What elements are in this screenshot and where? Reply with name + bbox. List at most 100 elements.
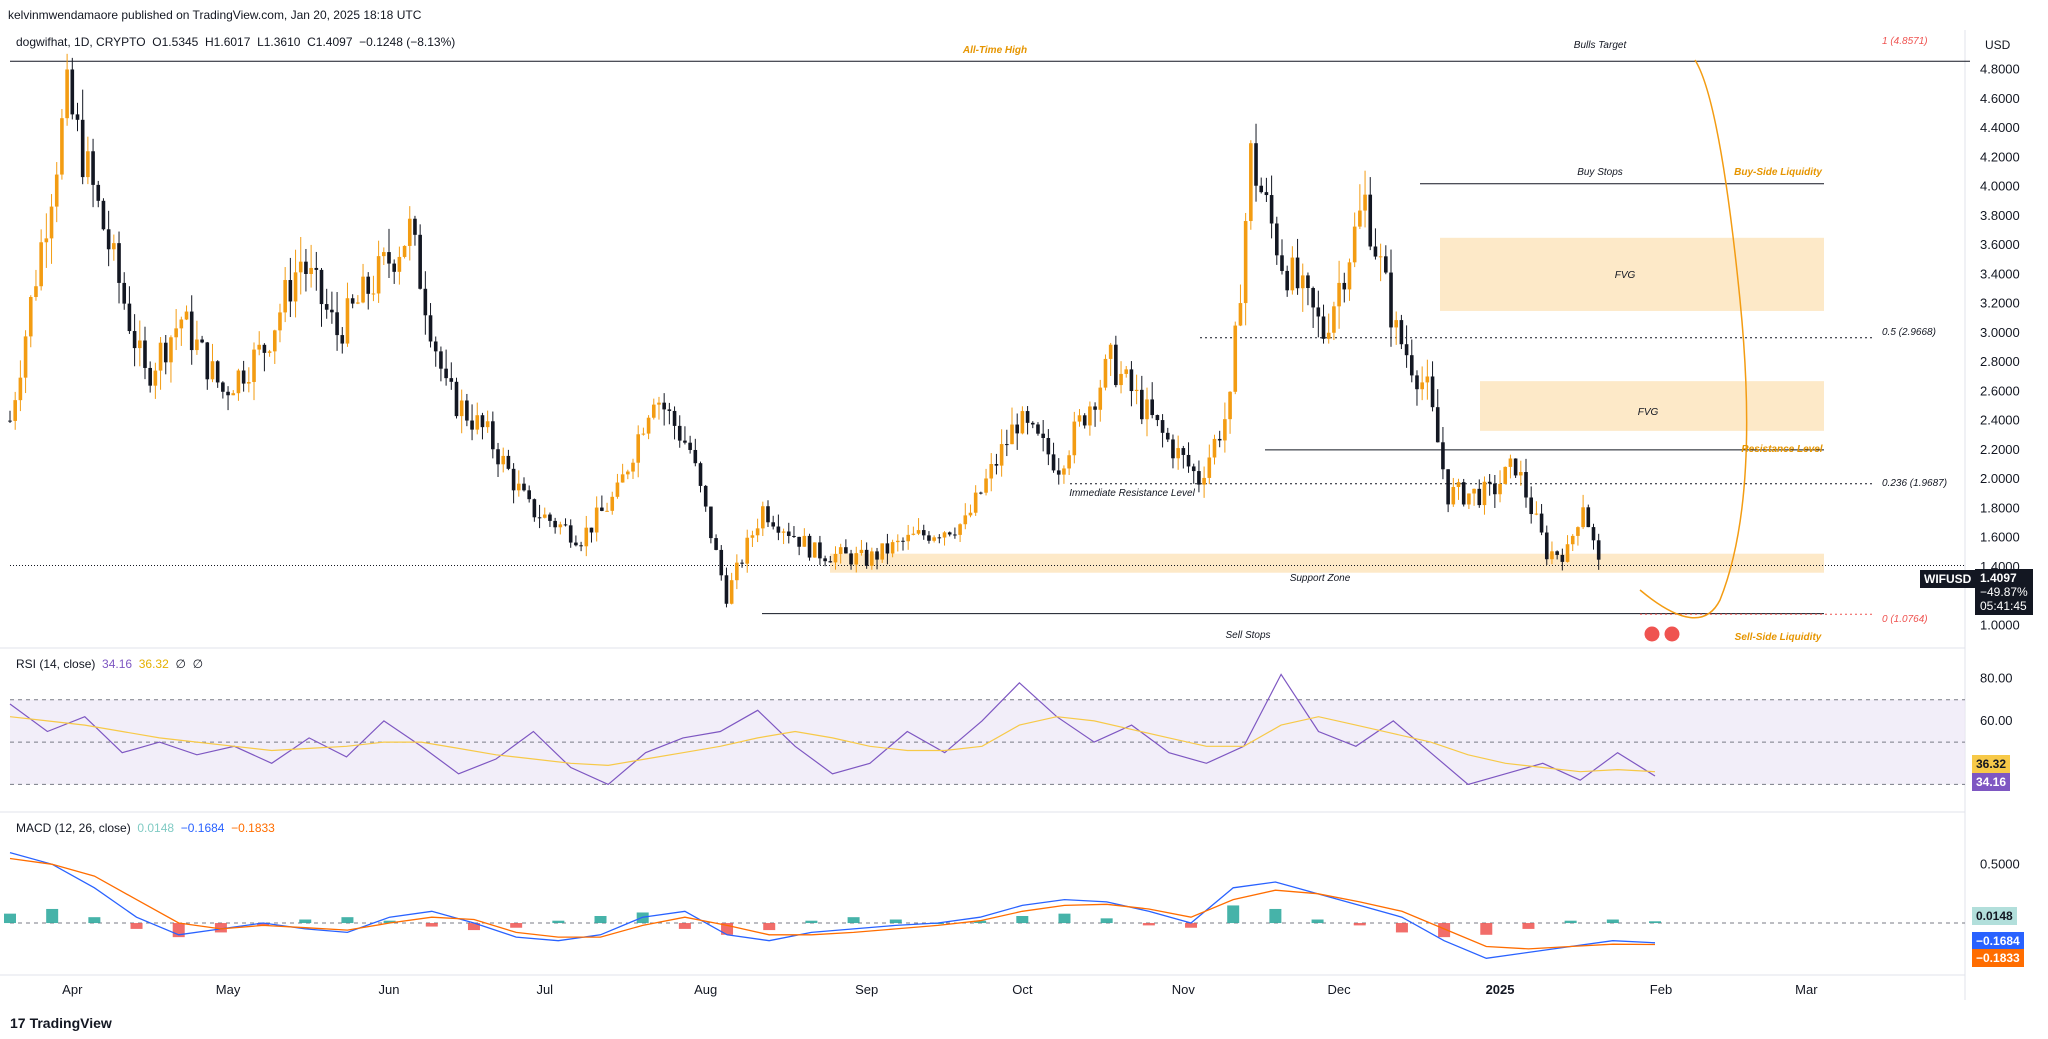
candle-body: [662, 402, 666, 410]
projection-curve: [1639, 59, 1748, 619]
candle-body: [1326, 332, 1331, 339]
candle-body: [1441, 442, 1445, 470]
candle-body: [1108, 344, 1113, 359]
candle-body: [1415, 375, 1419, 390]
candle-body: [241, 370, 246, 384]
candle-body: [1015, 424, 1020, 434]
price-tick-label: 3.4000: [1980, 266, 2020, 281]
candle-body: [1368, 194, 1373, 247]
chart-legend: dogwifhat, 1D, CRYPTO O1.5345 H1.6017 L1…: [16, 35, 455, 49]
candle-body: [330, 309, 334, 313]
candle-body: [34, 286, 38, 297]
candle-body: [1482, 481, 1487, 506]
candle-body: [314, 267, 319, 270]
candle-body: [470, 420, 474, 430]
candle-body: [1254, 143, 1258, 186]
candle-body: [298, 261, 303, 273]
price-tag-countdown: 05:41:45: [1980, 599, 2027, 613]
legend-symbol[interactable]: dogwifhat, 1D, CRYPTO: [16, 35, 146, 49]
rsi-tick-label: 60.00: [1980, 713, 2013, 728]
annotation-buy_side: Buy-Side Liquidity: [1734, 167, 1822, 178]
candle-body: [1550, 551, 1554, 560]
currency-label[interactable]: USD: [1985, 38, 2011, 52]
candle-body: [958, 524, 962, 535]
macd-hist-bar: [847, 917, 860, 924]
candle-body: [91, 151, 95, 185]
candle-body: [511, 468, 516, 491]
candle-body: [1176, 448, 1180, 459]
candle-body: [1295, 257, 1300, 289]
candle-body: [542, 514, 547, 518]
candle-body: [1223, 419, 1227, 441]
price-tick-label: 2.4000: [1980, 413, 2020, 428]
candle-body: [999, 444, 1004, 466]
candle-body: [407, 218, 412, 246]
zone-rect: [830, 553, 1824, 573]
candle-body: [382, 252, 386, 257]
candle-body: [169, 337, 173, 363]
candle-body: [750, 535, 755, 538]
candle-body: [65, 69, 69, 119]
candle-body: [745, 537, 750, 564]
candle-body: [1399, 320, 1404, 345]
candle-body: [693, 449, 698, 464]
price-tick-label: 3.0000: [1980, 325, 2020, 340]
candle-body: [937, 537, 942, 539]
candle-body: [600, 507, 604, 511]
candle-body: [1300, 275, 1305, 289]
candle-body: [963, 515, 968, 525]
candle-body: [1311, 288, 1315, 308]
rsi-title[interactable]: RSI (14, close): [16, 657, 96, 671]
candle-body: [112, 243, 116, 250]
candle-body: [345, 298, 350, 344]
candle-body: [522, 483, 526, 491]
candle-body: [1062, 468, 1066, 475]
candle-body: [1207, 457, 1212, 478]
rsi-legend: RSI (14, close) 34.16 36.32 ∅ ∅: [16, 657, 203, 671]
rsi-extra-2: ∅: [192, 657, 204, 671]
price-tick-label: 4.4000: [1980, 120, 2020, 135]
time-axis[interactable]: Apr May Jun Jul Aug Sep Oct Nov Dec 2025 Feb Mar: [62, 982, 1818, 997]
price-axis[interactable]: 1.00001.20001.40001.60001.80002.00002.20…: [1980, 62, 2020, 633]
candle-body: [776, 526, 781, 533]
candle-body: [610, 496, 615, 511]
candle-body: [480, 415, 485, 428]
annotation-support_zone: Support Zone: [1290, 573, 1351, 584]
annotation-resistance: Resistance Level: [1741, 444, 1822, 455]
us-flag-icon: [1643, 625, 1661, 643]
price-tick-label: 3.2000: [1980, 296, 2020, 311]
price-tick-label: 2.8000: [1980, 354, 2020, 369]
candle-body: [1332, 306, 1336, 333]
footer-logo[interactable]: 17 TradingView: [10, 1015, 112, 1031]
macd-title[interactable]: MACD (12, 26, close): [16, 821, 131, 835]
candle-body: [433, 341, 438, 352]
candle-body: [849, 553, 853, 565]
annotation-fib_1: 1 (4.8571): [1882, 36, 1928, 47]
candle-body: [506, 455, 511, 469]
candle-body: [594, 507, 599, 533]
candle-body: [18, 377, 23, 401]
candle-body: [1010, 424, 1014, 445]
candle-body: [1155, 415, 1160, 421]
macd-hist-bar: [46, 908, 59, 924]
macd-panel: 0.5000: [4, 851, 2020, 959]
candle-body: [75, 114, 80, 120]
candle-body: [947, 532, 952, 535]
macd-hist-bar: [1269, 908, 1282, 924]
footer-text: TradingView: [29, 1015, 112, 1031]
candle-body: [272, 330, 277, 352]
candle-body: [636, 434, 641, 463]
candle-body: [205, 342, 210, 380]
candle-body: [54, 174, 59, 207]
candle-body: [44, 238, 49, 243]
tradingview-logo-icon: 17: [10, 1015, 26, 1031]
macd-hist-bar: [1185, 923, 1198, 928]
candle-body: [870, 551, 874, 566]
candle-body: [818, 542, 822, 559]
candle-body: [1005, 444, 1009, 446]
candle-body: [397, 256, 402, 272]
candle-body: [1077, 415, 1082, 422]
candle-body: [210, 361, 215, 380]
candle-body: [1363, 194, 1367, 211]
